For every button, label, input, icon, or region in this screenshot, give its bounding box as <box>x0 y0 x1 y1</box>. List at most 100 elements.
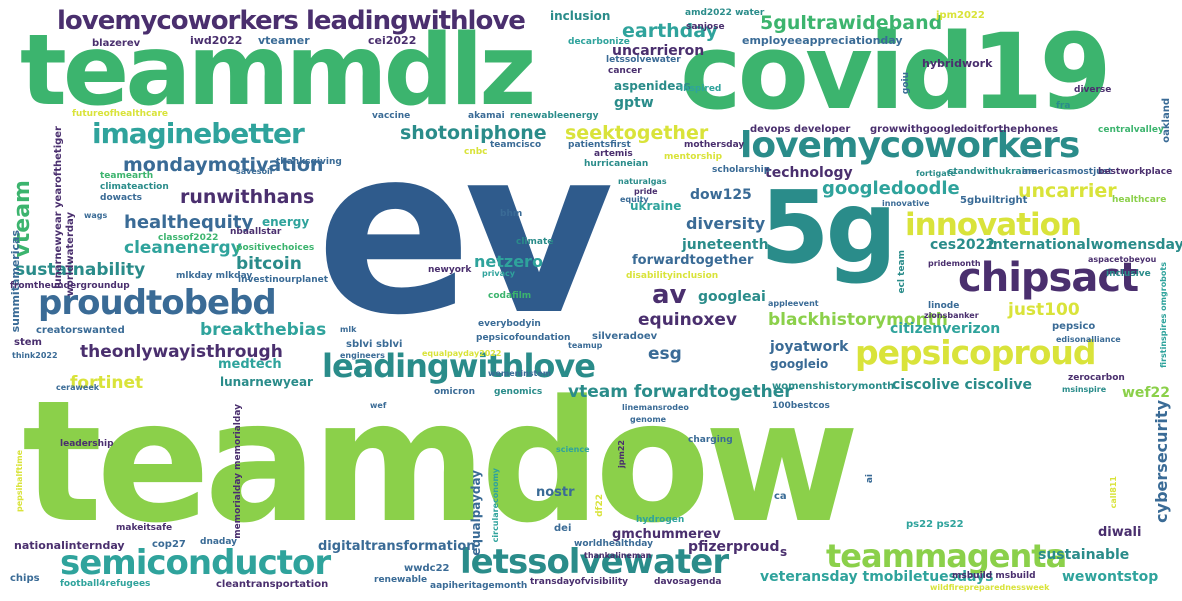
word-standwithukraine: standwithukraine <box>948 167 1038 177</box>
word-teammagenta: teammagenta <box>826 537 1067 575</box>
word-innovative: innovative <box>882 199 930 208</box>
word-pridemonth: pridemonth <box>928 259 981 268</box>
word-dowacts: dowacts <box>100 193 143 203</box>
word-innovation: innovation <box>905 207 1082 243</box>
word-hybridwork: hybridwork <box>922 57 993 70</box>
word-gmchummerev: gmchummerev <box>612 527 721 542</box>
word-sustainable: sustainable <box>1038 547 1130 563</box>
word-pride: pride <box>634 187 658 196</box>
word-equalpayday: equalpayday <box>469 470 483 556</box>
word-theonlywayisthrough: theonlywayisthrough <box>80 342 283 362</box>
word-wef: wef <box>370 401 387 410</box>
word-growwithgoogle: growwithgoogle <box>870 124 962 135</box>
word-akamai: akamai <box>468 111 505 121</box>
word-womeninstem: womeninstem <box>488 369 552 378</box>
word-googleai: googleai <box>698 289 766 305</box>
word-juneteenth: juneteenth <box>682 237 769 253</box>
word-equinoxev: equinoxev <box>638 310 737 330</box>
word-naturalgas: naturalgas <box>618 177 667 186</box>
word-doitforthephones: doitforthephones <box>960 124 1059 135</box>
word-scholarship: scholarship <box>712 165 771 175</box>
word-savesoil: savesoil <box>236 167 273 176</box>
word-disabilityinclusion: disabilityinclusion <box>626 271 719 281</box>
word-netzero: netzero <box>474 252 543 271</box>
word-codafilm: codafilm <box>488 291 532 301</box>
word-av: av <box>652 280 687 310</box>
word-vteam-forwardtogether: vteam forwardtogether <box>568 382 793 402</box>
word-firstinspires: firstinspires omgrobots <box>1159 262 1168 368</box>
word-inspired: inspired <box>680 84 722 94</box>
word-cleantransportation: cleantransportation <box>216 579 329 590</box>
word-gptw: gptw <box>614 95 654 111</box>
word-semiconductor: semiconductor <box>60 543 331 583</box>
word-leadership: leadership <box>60 439 114 449</box>
word-aapiheritagemonth: aapiheritagemonth <box>430 581 528 591</box>
word-ps22: ps22 ps22 <box>906 519 964 530</box>
word-investinourplanet: investinourplanet <box>238 275 329 285</box>
word-amd2022-water: amd2022 water <box>685 8 765 18</box>
word-jpm2022: jpm2022 <box>936 10 985 21</box>
word-vteamer: vteamer <box>258 34 310 47</box>
word-wef22: wef22 <box>1122 385 1171 401</box>
word-diwali: diwali <box>1098 525 1142 540</box>
word-dow125: dow125 <box>690 187 752 203</box>
word-positivechoices: positivechoices <box>236 243 315 253</box>
word-stem: stem <box>14 337 42 348</box>
word-forwardtogether: forwardtogether <box>632 253 754 268</box>
word-newyork: newyork <box>428 265 472 275</box>
word-mentorship: mentorship <box>664 152 723 162</box>
word-teamdow: teamdow <box>22 364 860 560</box>
word-aspacetobeyou: aspacetobeyou <box>1088 255 1157 264</box>
word-ai: ai <box>865 474 875 484</box>
word-mondaymotivation: mondaymotivation <box>123 154 324 176</box>
word-chipsact: chipsact <box>958 255 1139 301</box>
word-equity: equity <box>620 195 649 204</box>
word-just100: just100 <box>1008 300 1080 320</box>
word-healthequity: healthequity <box>124 212 254 233</box>
word-renewable: renewable <box>374 575 428 585</box>
word-pepsico: pepsico <box>1052 321 1096 332</box>
word-makeitsafe: makeitsafe <box>116 523 173 533</box>
word-worldhealthday: worldhealthday <box>574 539 653 549</box>
word-esg: esg <box>648 344 682 364</box>
word-centralvalley: centralvalley <box>1098 125 1164 135</box>
word-ces2022: ces2022 <box>930 237 996 253</box>
word-zerocarbon: zerocarbon <box>1068 373 1125 383</box>
word-pepsicofoundation: pepsicofoundation <box>476 333 571 343</box>
word-ecl-team: ecl team <box>897 250 907 294</box>
word-msbuild: msbuild msbuild <box>952 571 1036 581</box>
word-letssolvewater: letssolvewater <box>460 542 729 582</box>
word-americasmostjust: americasmostjust <box>1022 167 1113 177</box>
word-wwdc22: wwdc22 <box>404 563 450 574</box>
word-wewontstop: wewontstop <box>1062 569 1159 585</box>
word-diversity: diversity <box>686 214 766 233</box>
word-thanksgiving: thanksgiving <box>276 157 342 167</box>
word-mlk: mlk <box>340 325 357 334</box>
word-cancer: cancer <box>608 66 642 76</box>
word-womenshistorymonth: womenshistorymonth <box>772 381 895 392</box>
word-cei2022: cei2022 <box>368 34 417 47</box>
word-science: science <box>556 445 590 454</box>
word-circulareconomy: circulareconomy <box>491 468 500 543</box>
word-msinspire: msinspire <box>1062 385 1107 394</box>
word-leadingwithlove: leadingwithlove <box>322 347 596 385</box>
word-joyatwork: joyatwork <box>770 339 849 355</box>
word-hydrogen: hydrogen <box>636 515 685 525</box>
word-pfizerproud: pfizerproud <box>688 539 780 555</box>
word-lovemycoworkers-leadingwithlove: lovemycoworkers leadingwithlove <box>57 6 526 36</box>
word-lovemycoworkers: lovemycoworkers <box>740 125 1080 166</box>
word-privacy: privacy <box>482 269 515 278</box>
word-fra: fra <box>1056 101 1071 111</box>
word-lunarnewyear: lunarnewyear <box>220 375 313 389</box>
word-goiu: goiu <box>901 72 911 95</box>
word-ca: ca <box>774 491 787 502</box>
word-fromtheundergroundup: fromtheundergroundup <box>10 281 130 291</box>
word-linode: linode <box>928 301 960 311</box>
word-everybodyin: everybodyin <box>478 319 541 329</box>
word-uncarrieron: uncarrieron <box>612 43 705 59</box>
word-davosagenda: davosagenda <box>654 577 722 587</box>
word-zionsbanker: zionsbanker <box>924 311 979 320</box>
word-genome: genome <box>630 415 667 424</box>
word-df22: df22 <box>595 494 605 517</box>
